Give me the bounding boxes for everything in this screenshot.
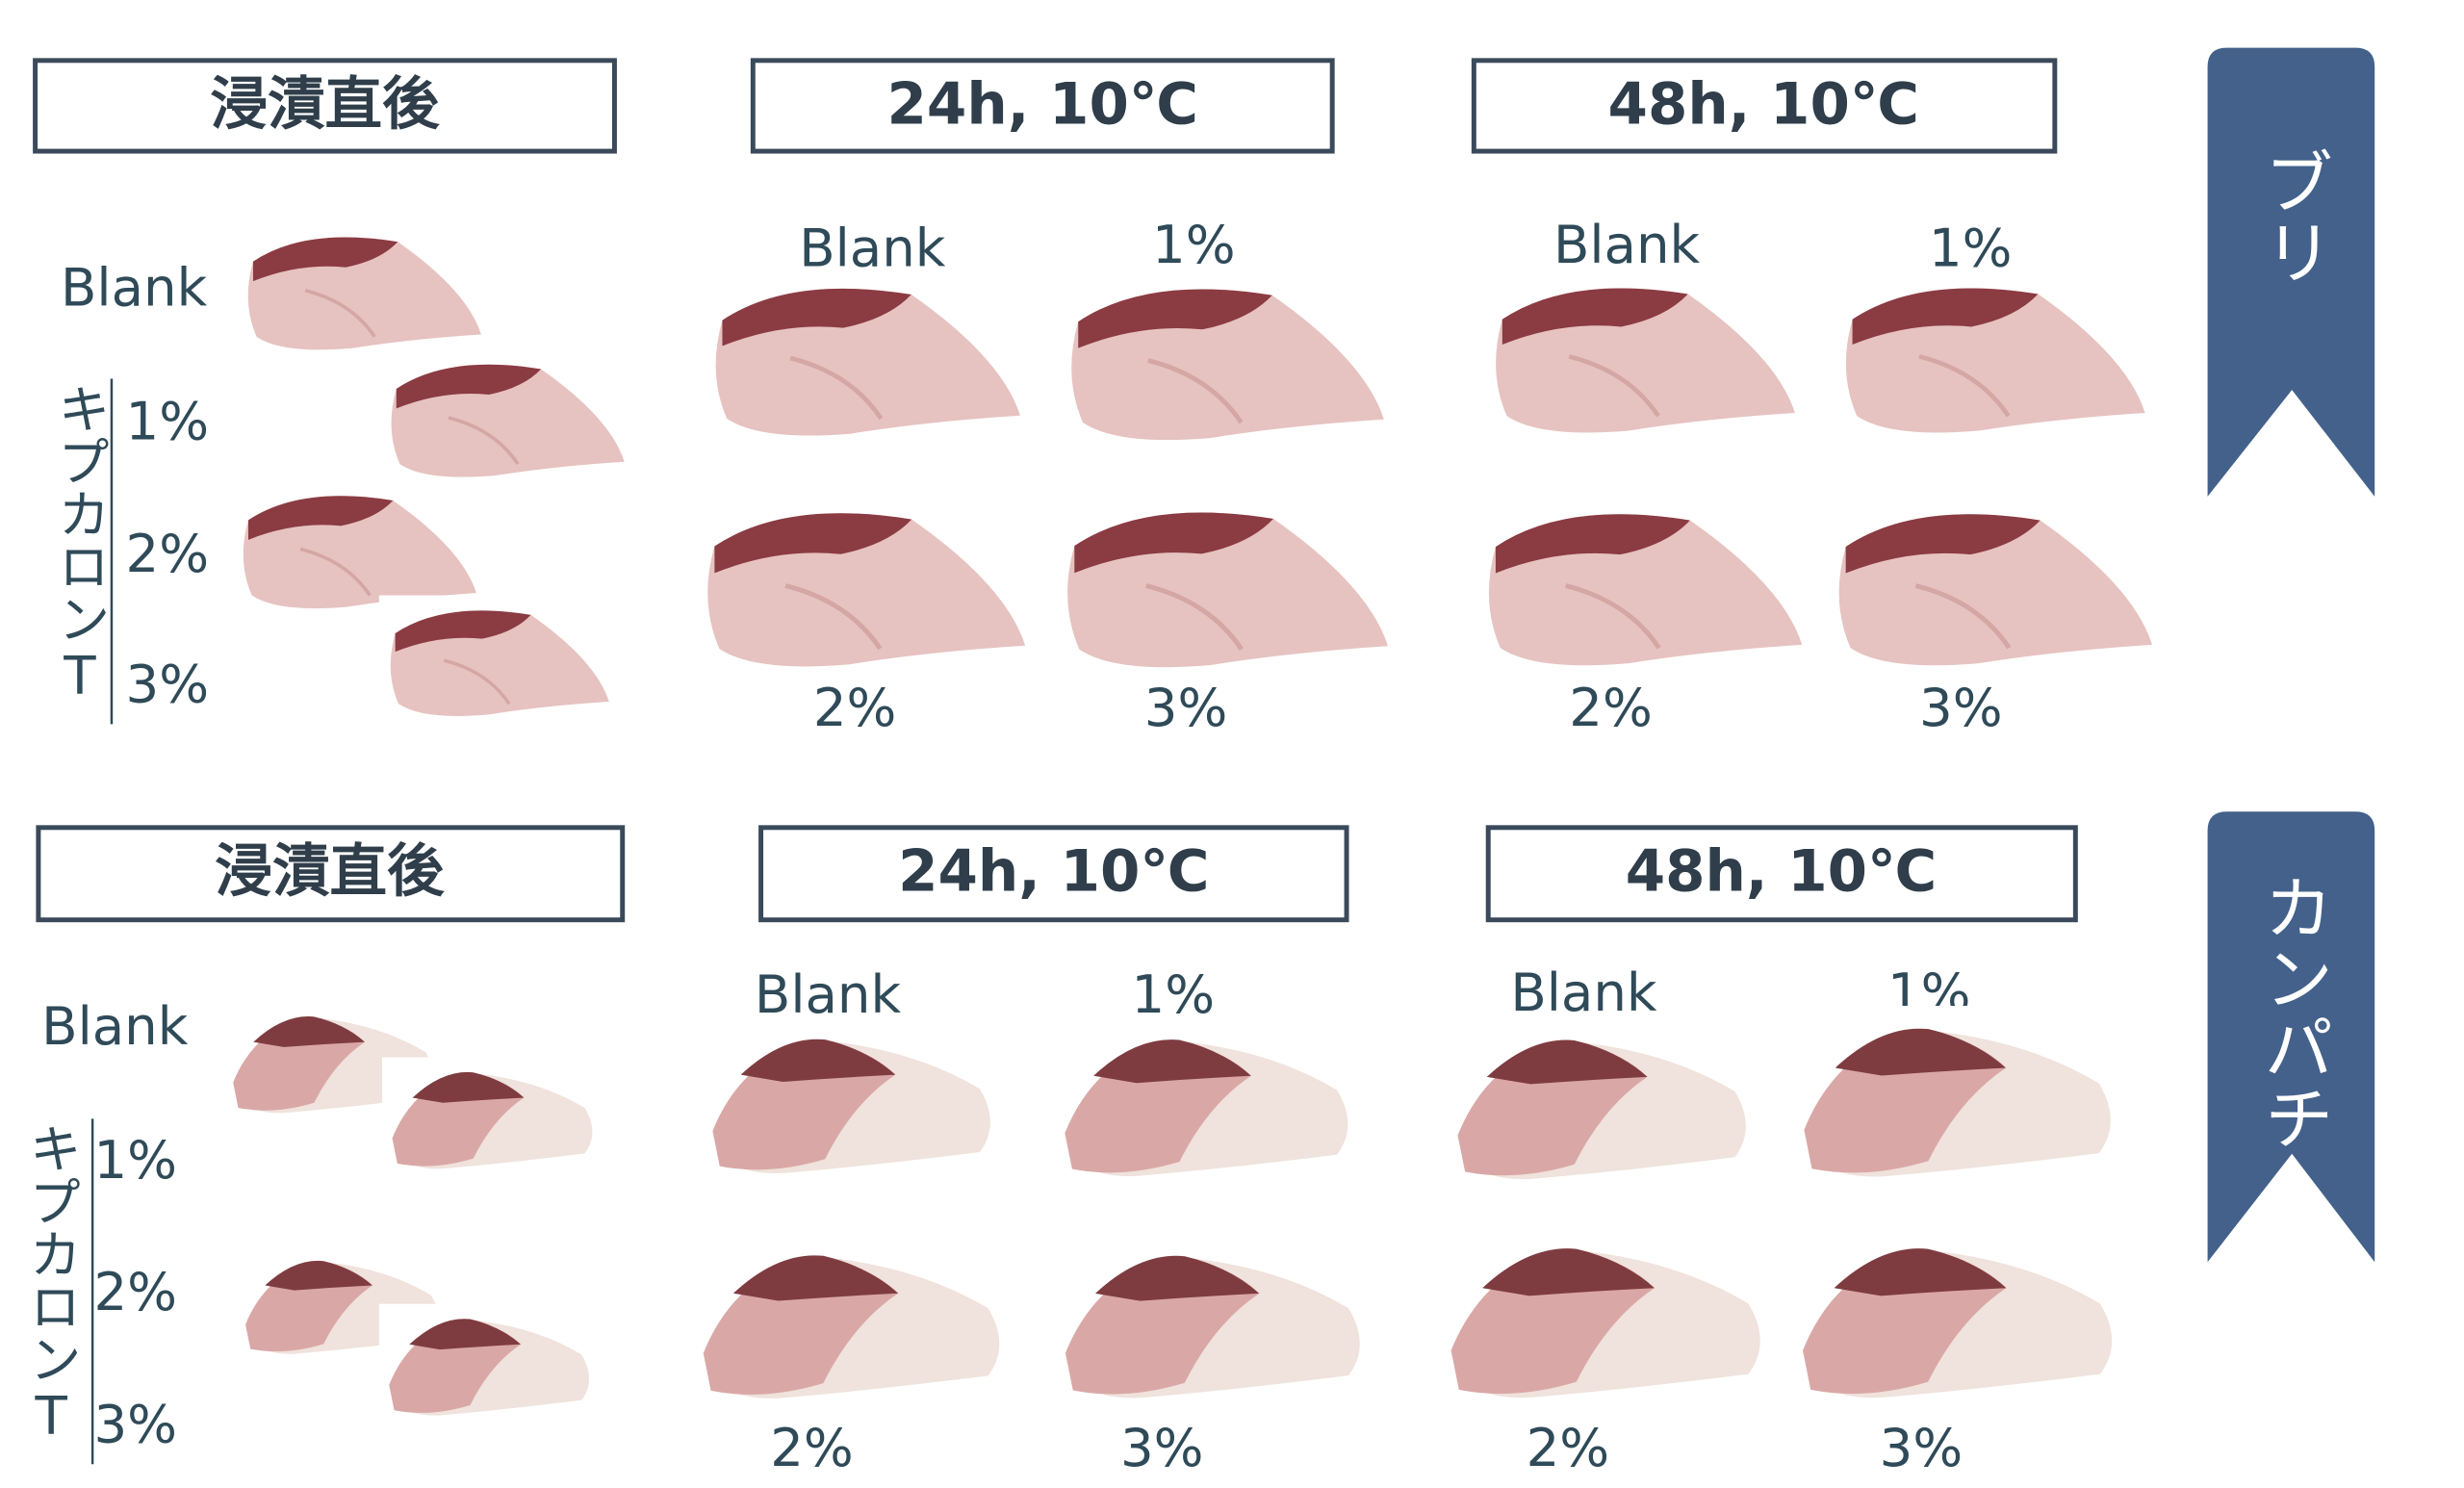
fish-photo <box>378 346 634 490</box>
fish-photo <box>1051 490 1401 680</box>
species-label: カンパチ <box>2251 872 2333 1152</box>
level-label: 1% <box>93 1129 177 1191</box>
level-label: 1% <box>126 391 210 452</box>
species-label: ブリ <box>2251 146 2333 287</box>
fish-photo <box>378 1303 603 1425</box>
header-box <box>1485 825 2078 923</box>
sample-label: 2% <box>770 1417 854 1478</box>
header-box <box>33 58 617 154</box>
level-label: 2% <box>93 1261 177 1322</box>
header-box <box>36 825 626 923</box>
sample-label: 3% <box>1880 1417 1964 1478</box>
panel-buri: 浸漬直後 24h, 10℃ 48h, 10℃ ブリ Blank キプカロンT 1… <box>33 47 2375 738</box>
fish-photo <box>1822 493 2164 680</box>
species-tag <box>2207 47 2375 497</box>
fish-photo <box>1050 1018 1366 1191</box>
header: 24h, 10℃ <box>898 839 1209 906</box>
header: 24h, 10℃ <box>887 72 1198 139</box>
fish-photo <box>691 491 1038 680</box>
fish-photo <box>700 268 1033 449</box>
sample-label: 1% <box>1132 963 1216 1025</box>
sample-label: 2% <box>1527 1417 1610 1478</box>
fish-photo <box>1480 268 1808 446</box>
fish-photo <box>382 1057 605 1179</box>
species-tag <box>2207 811 2375 1263</box>
fish-photo <box>1443 1018 1764 1194</box>
sample-label: Blank <box>1553 214 1701 275</box>
sample-label: 2% <box>1569 677 1653 738</box>
agent-label: キプカロンT <box>20 1122 82 1447</box>
level-label: 3% <box>93 1393 177 1454</box>
header: 48h, 10℃ <box>1608 72 1919 139</box>
fish-photo <box>698 1018 1009 1188</box>
fish-photo <box>1055 268 1397 453</box>
blank-label: Blank <box>61 257 208 319</box>
fish-photo <box>1830 268 2157 446</box>
fish-photo <box>1788 1005 2130 1193</box>
fish-photo <box>379 596 618 726</box>
sample-label: 3% <box>1120 1417 1204 1478</box>
header-box <box>1471 58 2058 154</box>
sample-label: 2% <box>813 677 897 738</box>
fish-photo <box>1473 493 1814 680</box>
header: 48h, 10℃ <box>1626 839 1937 906</box>
header-box <box>758 825 1349 923</box>
sample-label: 1% <box>1152 214 1236 275</box>
level-label: 2% <box>126 523 210 584</box>
header: 浸漬直後 <box>210 72 440 139</box>
panel-kanpachi: 浸漬直後 24h, 10℃ 48h, 10℃ カンパチ Blank キプカロンT… <box>20 811 2375 1478</box>
fish-photo <box>1050 1233 1379 1413</box>
level-label: 3% <box>126 653 210 714</box>
sample-label: 3% <box>1919 677 2003 738</box>
sample-label: 3% <box>1144 677 1228 738</box>
sample-label: Blank <box>1510 962 1657 1023</box>
fish-photo <box>1786 1225 2132 1414</box>
blank-label: Blank <box>41 995 189 1057</box>
agent-label: キプカロンT <box>49 382 111 706</box>
fish-photo <box>1435 1225 1781 1414</box>
sample-label: Blank <box>755 963 902 1025</box>
header-box <box>750 58 1335 154</box>
fish-photo <box>688 1233 1018 1414</box>
header: 浸漬直後 <box>215 839 445 906</box>
fish-photo <box>235 218 491 362</box>
